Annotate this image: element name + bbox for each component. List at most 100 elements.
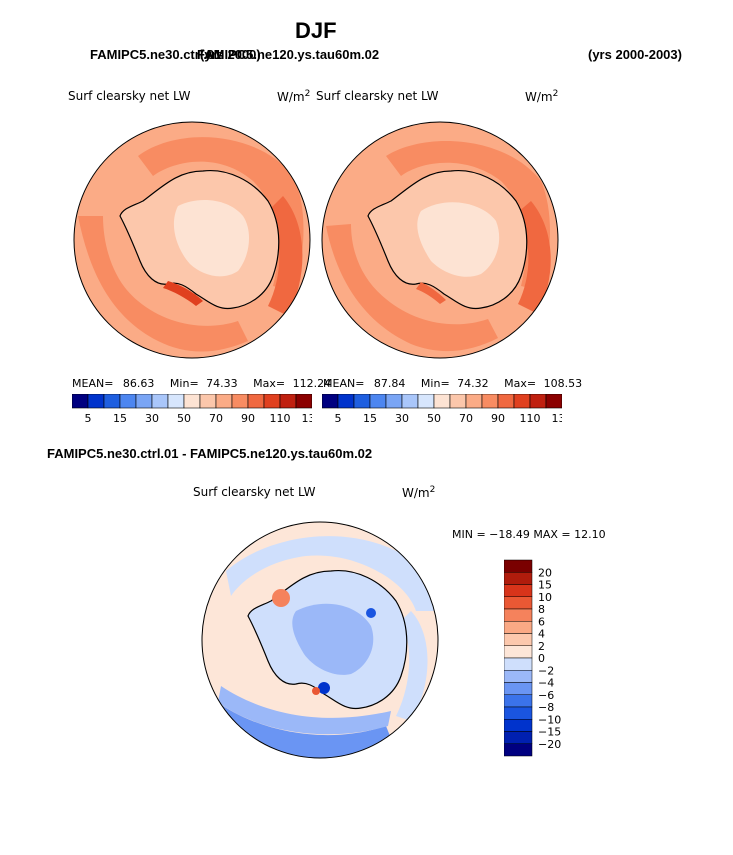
- panel1-mean-value: 86.63: [122, 377, 155, 390]
- diff-minmax: MIN = −18.49 MAX = 12.10: [452, 528, 606, 541]
- panel1-max-label: Max=: [253, 377, 286, 390]
- panel2-units: W/m2: [525, 89, 558, 104]
- diff-colorbar-tick-label: −10: [538, 713, 561, 726]
- diff-panel-title: Surf clearsky net LW: [193, 485, 316, 499]
- panel2-colorbar-cell: [449, 394, 467, 409]
- panel1-colorbar-cell: [135, 394, 153, 409]
- map1-ocean-band-north: [138, 137, 304, 291]
- diff-colorbar-tick-label: 10: [538, 591, 552, 604]
- diff-peninsula-red: [312, 687, 320, 695]
- panel1-colorbar-tick-label: 5: [85, 412, 92, 425]
- diff-blue-hotspot: [366, 608, 376, 618]
- diff-colorbar-cell: [504, 731, 533, 744]
- panel2-colorbar-cell: [353, 394, 371, 409]
- panel1-units-exp: 2: [304, 89, 311, 99]
- panel1-max-value: 112.24: [292, 377, 332, 390]
- panel1-colorbar-cell: [263, 394, 281, 409]
- diff-colorbar-cell: [504, 645, 533, 659]
- map2-ocean-band-north: [386, 141, 551, 291]
- panel1-colorbar-cell: [279, 394, 297, 409]
- panel2-units-text: W/m: [525, 90, 553, 104]
- panel2-min-value: 74.32: [457, 377, 489, 390]
- panel1-stats: MEAN= 86.63 Min= 74.33 Max= 112.24: [72, 377, 331, 390]
- panel1-colorbar-cell: [247, 394, 265, 409]
- panel1-title: Surf clearsky net LW: [68, 89, 191, 103]
- diff-units-text: W/m: [402, 486, 430, 500]
- panel2-colorbar-cell: [433, 394, 451, 409]
- diff-colorbar-tick-label: −8: [538, 701, 554, 714]
- diff-colorbar-cell: [504, 670, 533, 683]
- panel1-colorbar-cell: [72, 394, 89, 409]
- diff-title: FAMIPC5.ne30.ctrl.01 - FAMIPC5.ne120.ys.…: [47, 446, 373, 461]
- panel2-colorbar-cell: [417, 394, 435, 409]
- panel1-colorbar-cell: [167, 394, 185, 409]
- map1-peninsula-hotspot: [163, 281, 203, 306]
- map2-outline: [321, 121, 559, 359]
- diff-blue-south-light: [218, 686, 391, 735]
- map2-ocean-band-west: [326, 224, 498, 352]
- panel2-colorbar-cell: [513, 394, 531, 409]
- diff-colorbar-tick-label: −4: [538, 677, 554, 690]
- diff-colorbar-cell: [504, 633, 533, 646]
- panel1-min-value: 74.33: [206, 377, 238, 390]
- map2-peninsula-hotspot: [416, 282, 446, 304]
- diff-colorbar-tick-label: 2: [538, 640, 545, 653]
- panel1-map: [73, 121, 311, 359]
- panel1-colorbar-cell: [151, 394, 169, 409]
- map1-ocean-band-west: [78, 216, 248, 352]
- diff-map: [201, 521, 439, 759]
- panel2-colorbar-cell: [369, 394, 387, 409]
- panel1-mean-label: MEAN=: [72, 377, 114, 390]
- panel1-colorbar-cell: [119, 394, 137, 409]
- panel1-colorbar-tick-label: 130: [302, 412, 313, 425]
- map1-outline: [73, 121, 311, 359]
- diff-blue-east: [396, 611, 428, 721]
- diff-colorbar-tick-label: −6: [538, 689, 554, 702]
- panel1-units: W/m2: [277, 89, 310, 104]
- diff-colorbar-cell: [504, 719, 533, 732]
- diff-peninsula-blue: [318, 682, 330, 694]
- left-case-years: (yrs 2000): [200, 47, 261, 62]
- diff-red-hotspot: [272, 589, 290, 607]
- panel2-colorbar-cell: [401, 394, 419, 409]
- diff-colorbar-cell: [504, 657, 533, 671]
- diff-colorbar-cell: [504, 596, 533, 610]
- panel1-colorbar-cell: [103, 394, 121, 409]
- diff-blue-north: [226, 536, 435, 611]
- panel2-colorbar: 5 15 30 50 70 90 110 130: [322, 394, 563, 425]
- panel2-colorbar-tick-label: 90: [491, 412, 505, 425]
- panel2-colorbar-tick-label: 110: [520, 412, 541, 425]
- panel1-units-text: W/m: [277, 90, 305, 104]
- panel2-colorbar-cell: [529, 394, 547, 409]
- panel1-colorbar-cell: [183, 394, 201, 409]
- panel2-colorbar-cell: [481, 394, 499, 409]
- panel2-colorbar-tick-label: 30: [395, 412, 409, 425]
- season-title: DJF: [295, 18, 337, 43]
- diff-colorbar-tick-label: 20: [538, 566, 552, 579]
- panel2-title: Surf clearsky net LW: [316, 89, 439, 103]
- panel1-colorbar-cell: [215, 394, 233, 409]
- panel2-colorbar-tick-label: 5: [335, 412, 342, 425]
- diff-colorbar-cell: [504, 572, 533, 585]
- panel2-colorbar-tick-label: 130: [552, 412, 563, 425]
- panel2-max-value: 108.53: [543, 377, 583, 390]
- panel2-stats: MEAN= 87.84 Min= 74.32 Max= 108.53: [323, 377, 582, 390]
- diff-colorbar-tick-label: −2: [538, 664, 554, 677]
- diff-colorbar-cell: [504, 743, 533, 757]
- diff-colorbar-cell: [504, 682, 533, 695]
- right-case-years: (yrs 2000-2003): [588, 47, 682, 62]
- diff-colorbar-cell: [504, 694, 533, 708]
- panel2-colorbar-cell: [337, 394, 355, 409]
- diff-interior-patch: [292, 603, 374, 675]
- diff-panel-units: W/m2: [402, 485, 435, 500]
- right-case-name: FAMIPC5.ne120.ys.tau60m.02: [197, 47, 380, 62]
- panel1-colorbar-cell: [87, 394, 105, 409]
- diff-colorbar-cell: [504, 559, 533, 573]
- panel2-colorbar-cell: [385, 394, 403, 409]
- panel2-colorbar-tick-label: 15: [363, 412, 377, 425]
- panel1-colorbar-tick-label: 50: [177, 412, 191, 425]
- panel1-colorbar: 5 15 30 50 70 90 110 130: [72, 394, 313, 425]
- diff-units-exp: 2: [429, 485, 436, 495]
- diff-colorbar-cell: [504, 608, 533, 622]
- diff-colorbar-tick-label: −15: [538, 726, 561, 739]
